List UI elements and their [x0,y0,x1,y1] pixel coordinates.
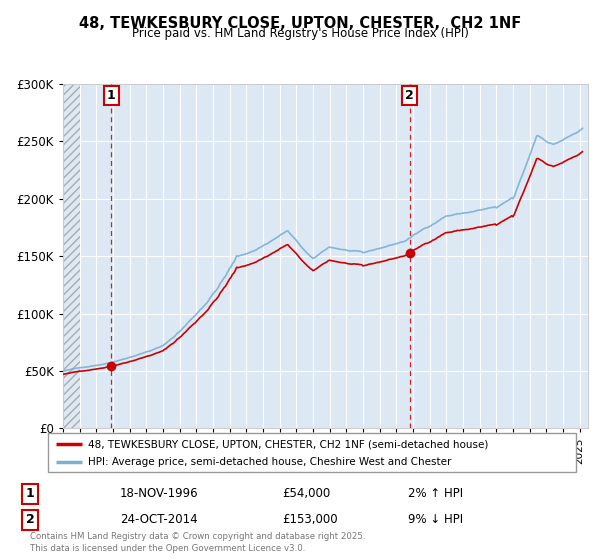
Text: £54,000: £54,000 [282,487,330,501]
Text: £153,000: £153,000 [282,513,338,526]
Text: 2% ↑ HPI: 2% ↑ HPI [408,487,463,501]
Bar [63,84,80,428]
Text: Price paid vs. HM Land Registry's House Price Index (HPI): Price paid vs. HM Land Registry's House … [131,27,469,40]
Text: Contains HM Land Registry data © Crown copyright and database right 2025.
This d: Contains HM Land Registry data © Crown c… [30,532,365,553]
Text: 18-NOV-1996: 18-NOV-1996 [120,487,199,501]
Text: 2: 2 [26,513,34,526]
Text: HPI: Average price, semi-detached house, Cheshire West and Chester: HPI: Average price, semi-detached house,… [88,457,451,467]
FancyBboxPatch shape [48,433,576,472]
Text: 1: 1 [26,487,34,501]
Text: 48, TEWKESBURY CLOSE, UPTON, CHESTER,  CH2 1NF: 48, TEWKESBURY CLOSE, UPTON, CHESTER, CH… [79,16,521,31]
Text: 24-OCT-2014: 24-OCT-2014 [120,513,197,526]
Text: 48, TEWKESBURY CLOSE, UPTON, CHESTER, CH2 1NF (semi-detached house): 48, TEWKESBURY CLOSE, UPTON, CHESTER, CH… [88,439,488,449]
Text: 9% ↓ HPI: 9% ↓ HPI [408,513,463,526]
Text: 1: 1 [107,89,116,102]
Text: 2: 2 [406,89,414,102]
